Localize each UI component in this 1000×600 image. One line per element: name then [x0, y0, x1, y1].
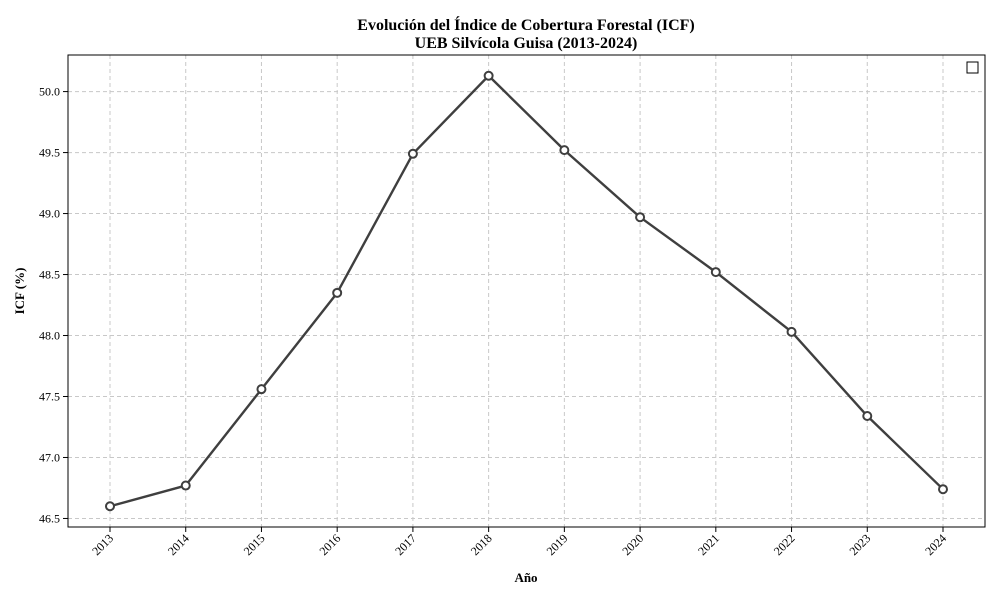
x-tick-label: 2024: [922, 531, 949, 558]
data-point: [710, 267, 721, 278]
data-point: [407, 148, 418, 159]
data-point: [786, 326, 797, 337]
x-tick-label: 2023: [847, 531, 874, 558]
y-tick-label: 49.0: [39, 207, 60, 221]
x-tick-label: 2015: [241, 531, 268, 558]
series-layer: [105, 70, 948, 512]
data-point: [256, 384, 267, 395]
grid-lines: [68, 55, 985, 527]
y-tick-label: 48.0: [39, 329, 60, 343]
data-point: [635, 212, 646, 223]
data-point: [180, 480, 191, 491]
chart-subtitle: UEB Silvícola Guisa (2013-2024): [415, 35, 638, 52]
x-tick-label: 2021: [695, 531, 722, 558]
y-axis-label: ICF (%): [12, 268, 27, 315]
y-tick-label: 48.5: [39, 268, 60, 282]
legend-box: [966, 61, 979, 74]
data-point: [332, 287, 343, 298]
chart-title: Evolución del Índice de Cobertura Forest…: [357, 15, 694, 34]
data-point: [105, 501, 115, 512]
x-tick-label: 2018: [468, 531, 495, 558]
x-tick-label: 2022: [771, 531, 798, 558]
y-tick-label: 49.5: [39, 146, 60, 160]
data-point: [862, 411, 873, 422]
data-point: [938, 484, 948, 495]
data-point: [559, 145, 570, 156]
x-tick-label: 2014: [165, 531, 192, 558]
series-line: [109, 74, 944, 508]
x-tick-label: 2013: [89, 531, 116, 558]
y-tick-label: 47.0: [39, 450, 60, 464]
y-tick-label: 46.5: [39, 511, 60, 525]
x-tick-label: 2020: [619, 531, 646, 558]
x-tick-label: 2019: [544, 531, 571, 558]
x-axis-label: Año: [514, 570, 537, 585]
x-tick-label: 2017: [392, 531, 419, 558]
data-point: [483, 70, 494, 81]
plot-area-frame: [67, 54, 986, 528]
axis-ticks: 2013 2014 2015 2016 2017 2018 2019 2020 2021 2022…: [39, 85, 949, 559]
x-tick-label: 2016: [316, 531, 343, 558]
y-tick-label: 50.0: [39, 85, 60, 99]
y-tick-label: 47.5: [39, 389, 60, 403]
